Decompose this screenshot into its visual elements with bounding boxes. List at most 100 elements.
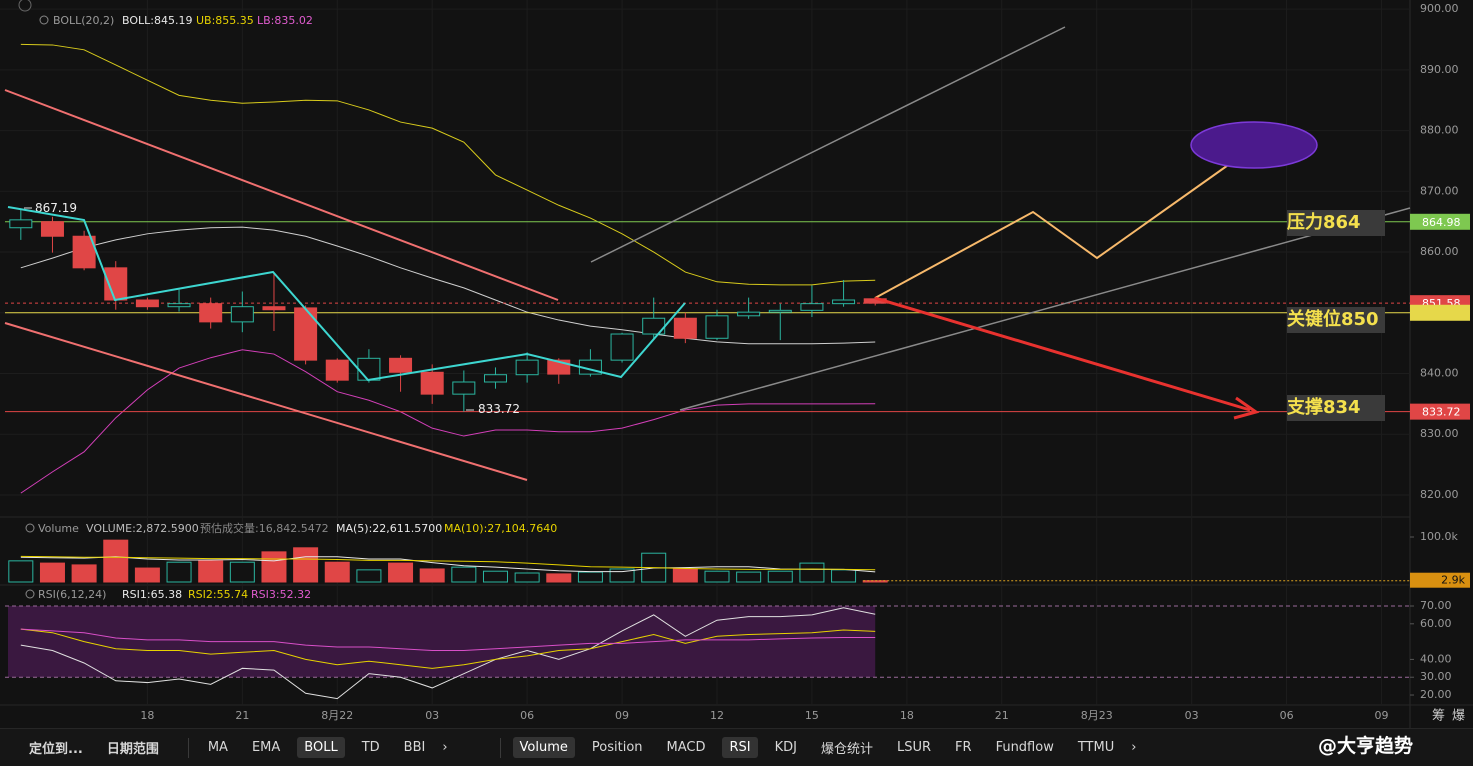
side-label[interactable]: 筹 (1432, 708, 1445, 724)
price-tag (1410, 213, 1470, 230)
candle-body (389, 357, 413, 373)
y-tick-label: 830.00 (1420, 427, 1459, 440)
toolbar-item[interactable]: EMA (251, 740, 281, 755)
volume-bar (356, 569, 382, 583)
y-tick-label: 20.00 (1420, 688, 1452, 701)
x-tick-label: 03 (425, 709, 439, 722)
toolbar-item[interactable]: TD (361, 740, 380, 755)
value-tag (1410, 572, 1470, 588)
price-tag-label: 833.72 (1422, 406, 1461, 419)
toolbar-item[interactable]: MA (207, 740, 228, 755)
toolbar-item[interactable]: KDJ (774, 740, 797, 755)
value-tag-label: 2.9k (1441, 574, 1465, 587)
x-tick-label: 8月23 (1081, 709, 1113, 722)
toolbar-item[interactable]: Fundflow (995, 740, 1054, 755)
y-tick-label: 880.00 (1420, 124, 1459, 137)
indicator-title: Volume (38, 522, 79, 535)
toolbar-item[interactable]: Position (591, 740, 643, 755)
bell-icon[interactable] (39, 15, 49, 25)
x-tick-label: 15 (805, 709, 819, 722)
x-tick-label: 06 (520, 709, 534, 722)
toolbar-item[interactable]: Volume (512, 737, 575, 758)
toolbar-item[interactable]: TTMU (1077, 740, 1115, 755)
annotation: 关键位850 (1287, 308, 1379, 330)
volume-bar (831, 569, 857, 583)
volume-bar (767, 570, 793, 583)
y-tick-label: 890.00 (1420, 63, 1459, 76)
volume-bar (198, 560, 224, 583)
toolbar-item[interactable]: FR (955, 740, 972, 755)
toolbar-item[interactable]: 爆仓统计 (820, 742, 873, 757)
volume-bar (293, 547, 319, 583)
toolbar: 定位到... 日期范围 MA EMA BOLL TD BBI › Volume Positi… (0, 728, 1473, 766)
bell-icon[interactable] (25, 589, 35, 599)
volume-bar (324, 561, 350, 583)
volume-bar (8, 560, 34, 583)
y-tick-label: 70.00 (1420, 599, 1452, 612)
volume-bar (704, 570, 730, 583)
collapse-icon[interactable] (18, 0, 32, 12)
y-tick-label: 900.00 (1420, 2, 1459, 15)
forecast-line (874, 145, 1256, 299)
estimate-label: 预估成交量:16,842.5472 (200, 521, 329, 535)
series-line (20, 43, 876, 286)
bell-icon[interactable] (25, 523, 35, 533)
volume-bar (546, 573, 572, 583)
x-tick-label: 09 (1375, 709, 1389, 722)
toolbar-item[interactable]: 日期范围 (106, 742, 159, 757)
candle-body (610, 333, 634, 361)
toolbar-item[interactable]: 定位到... (29, 742, 83, 757)
toolbar-item[interactable]: RSI (722, 737, 758, 758)
toolbar-item[interactable]: MACD (666, 740, 706, 755)
y-tick-label: 30.00 (1420, 670, 1452, 683)
x-tick-label: 21 (235, 709, 249, 722)
more-icon[interactable]: › (442, 740, 448, 755)
headers: BOLL(20,2) BOLL:845.19 UB:855.35 LB:835.… (25, 14, 1465, 724)
candle-body (167, 303, 191, 308)
toolbar-item[interactable]: BOLL (297, 737, 345, 758)
volume-bar (229, 561, 255, 583)
rsi-band (8, 605, 876, 678)
annotation: 支撑834 (1286, 396, 1361, 418)
legend-entry: VOLUME:2,872.5900 (86, 522, 199, 535)
wave-line (7, 206, 686, 382)
candle-body (9, 219, 33, 229)
x-tick-label: 09 (615, 709, 629, 722)
candle-body (420, 371, 444, 395)
plot-layer: 18 21 8月22 03 06 09 12 15 18 21 8月23 03 06 09 900.00 89… (0, 0, 1470, 722)
candle-body (357, 357, 381, 381)
low-label: 833.72 (478, 402, 520, 416)
toolbar-item[interactable]: LSUR (897, 740, 932, 755)
x-tick-label: 06 (1280, 709, 1294, 722)
toolbar-item[interactable]: BBI (403, 740, 426, 755)
series-line (20, 226, 876, 345)
candle-body (294, 307, 318, 361)
volume-bar (482, 570, 508, 583)
candle-body (325, 359, 349, 381)
legend-entry: UB:855.35 (196, 14, 254, 27)
y-tick-label: 820.00 (1420, 488, 1459, 501)
more-icon[interactable]: › (1131, 740, 1137, 755)
legend-entry: MA(10):27,104.7640 (444, 522, 557, 535)
volume-bar (736, 571, 762, 583)
candle-body (72, 235, 96, 269)
candle-body (199, 303, 223, 323)
side-label[interactable]: 爆 (1452, 709, 1465, 724)
annotation-box (1287, 307, 1385, 333)
trend-line (4, 322, 528, 481)
price-tag (1410, 304, 1470, 321)
separator (499, 737, 501, 758)
legend-entry: RSI3:52.32 (251, 588, 311, 601)
volume-bar (799, 562, 825, 583)
separator (187, 737, 189, 758)
volume-bar (388, 562, 414, 583)
candle-body (483, 374, 507, 383)
volume-bar (419, 568, 445, 583)
volume-bar (451, 566, 477, 583)
annotation-box (1287, 210, 1385, 236)
series-line (20, 628, 876, 652)
volume-bar (166, 561, 192, 583)
candle-body (452, 381, 476, 395)
volume-bar (261, 551, 287, 583)
